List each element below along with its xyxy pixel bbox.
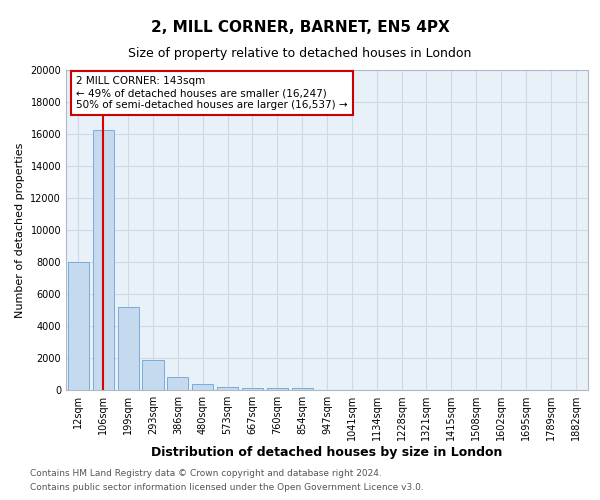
X-axis label: Distribution of detached houses by size in London: Distribution of detached houses by size … (151, 446, 503, 459)
Bar (292, 388, 313, 390)
Bar (93, 130, 114, 390)
Bar (242, 388, 263, 390)
Text: Contains public sector information licensed under the Open Government Licence v3: Contains public sector information licen… (30, 484, 424, 492)
Bar (192, 384, 213, 390)
Text: Size of property relative to detached houses in London: Size of property relative to detached ho… (128, 48, 472, 60)
Bar (118, 307, 139, 390)
Text: Contains HM Land Registry data © Crown copyright and database right 2024.: Contains HM Land Registry data © Crown c… (30, 468, 382, 477)
Bar (142, 360, 164, 390)
Text: 2 MILL CORNER: 143sqm
← 49% of detached houses are smaller (16,247)
50% of semi-: 2 MILL CORNER: 143sqm ← 49% of detached … (76, 76, 348, 110)
Bar (267, 388, 288, 390)
Y-axis label: Number of detached properties: Number of detached properties (15, 142, 25, 318)
Bar (217, 386, 238, 390)
Text: 2, MILL CORNER, BARNET, EN5 4PX: 2, MILL CORNER, BARNET, EN5 4PX (151, 20, 449, 35)
Bar (167, 377, 188, 390)
Bar (68, 262, 89, 390)
